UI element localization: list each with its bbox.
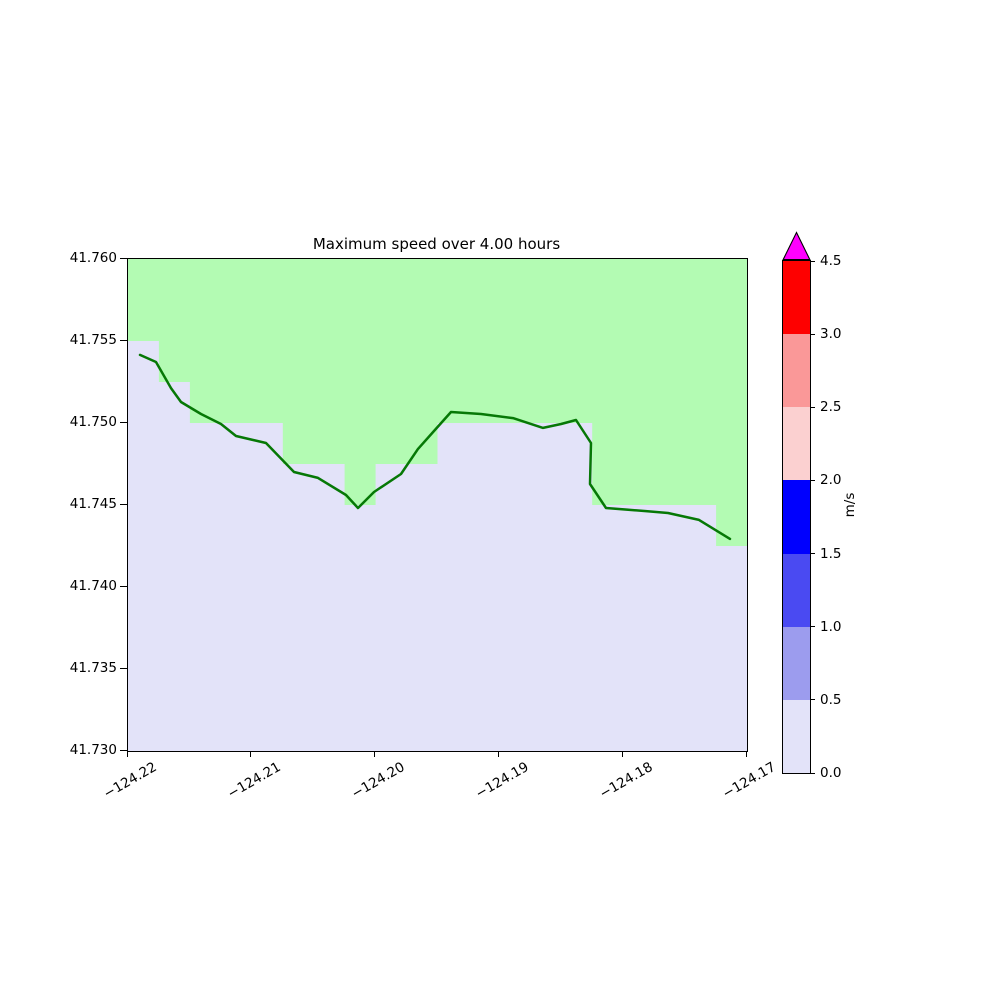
colorbar-segment bbox=[783, 261, 810, 335]
y-tick-label: 41.750 bbox=[69, 414, 117, 430]
colorbar-tick-label: 2.5 bbox=[820, 399, 842, 416]
x-tick-label: −124.22 bbox=[101, 759, 160, 803]
y-tick-label: 41.760 bbox=[69, 250, 117, 266]
y-tickmark bbox=[120, 257, 127, 259]
colorbar-tickmark bbox=[810, 333, 815, 335]
x-tick-label: −124.20 bbox=[348, 759, 408, 803]
colorbar bbox=[782, 260, 811, 774]
plot-area bbox=[127, 258, 748, 752]
colorbar-segment bbox=[783, 553, 810, 627]
x-tick-label: −124.21 bbox=[225, 759, 284, 803]
x-tickmark bbox=[250, 751, 252, 757]
y-tickmark bbox=[120, 585, 127, 587]
x-tick-label: −124.17 bbox=[720, 759, 779, 803]
y-tick-label: 41.730 bbox=[69, 742, 117, 758]
y-tickmark bbox=[120, 339, 127, 341]
y-tick-label: 41.740 bbox=[69, 578, 117, 594]
colorbar-tick-label: 1.0 bbox=[820, 618, 842, 635]
colorbar-segment bbox=[783, 480, 810, 554]
y-tick-label: 41.735 bbox=[69, 660, 117, 676]
map-canvas bbox=[128, 259, 747, 751]
colorbar-segment bbox=[783, 334, 810, 408]
water-region bbox=[128, 341, 747, 751]
colorbar-tickmark bbox=[810, 772, 815, 774]
x-tick-label: −124.18 bbox=[596, 759, 656, 803]
colorbar-segment bbox=[783, 699, 810, 773]
x-tick-label: −124.19 bbox=[472, 759, 532, 803]
colorbar-segment bbox=[783, 626, 810, 700]
colorbar-tick-label: 0.0 bbox=[820, 765, 842, 781]
x-tickmark bbox=[497, 751, 499, 757]
colorbar-tickmark bbox=[810, 406, 815, 408]
colorbar-tick-label: 3.0 bbox=[820, 326, 842, 343]
colorbar-tickmark bbox=[810, 260, 815, 262]
colorbar-tickmark bbox=[810, 553, 815, 555]
y-tickmark bbox=[120, 421, 127, 423]
colorbar-tick-label: 1.5 bbox=[820, 545, 842, 562]
chart-title: Maximum speed over 4.00 hours bbox=[312, 235, 561, 253]
y-tick-label: 41.755 bbox=[69, 332, 117, 348]
y-tick-label: 41.745 bbox=[69, 496, 117, 512]
x-tickmark bbox=[374, 751, 376, 757]
colorbar-segment bbox=[783, 407, 810, 481]
colorbar-over-arrow-icon bbox=[782, 231, 811, 260]
coastline-contour bbox=[138, 353, 732, 541]
colorbar-tickmark bbox=[810, 626, 815, 628]
colorbar-tick-label: 4.5 bbox=[820, 253, 842, 269]
x-tickmark bbox=[621, 751, 623, 757]
colorbar-tickmark bbox=[810, 699, 815, 701]
y-tickmark bbox=[120, 667, 127, 669]
colorbar-tick-label: 2.0 bbox=[820, 472, 842, 489]
y-tickmark bbox=[120, 503, 127, 505]
colorbar-tick-label: 0.5 bbox=[820, 691, 842, 708]
colorbar-tickmark bbox=[810, 479, 815, 481]
x-tickmark bbox=[745, 751, 747, 757]
colorbar-label: m/s bbox=[842, 492, 858, 518]
y-tickmark bbox=[120, 749, 127, 751]
over-range-triangle bbox=[782, 231, 811, 260]
x-tickmark bbox=[126, 751, 128, 757]
